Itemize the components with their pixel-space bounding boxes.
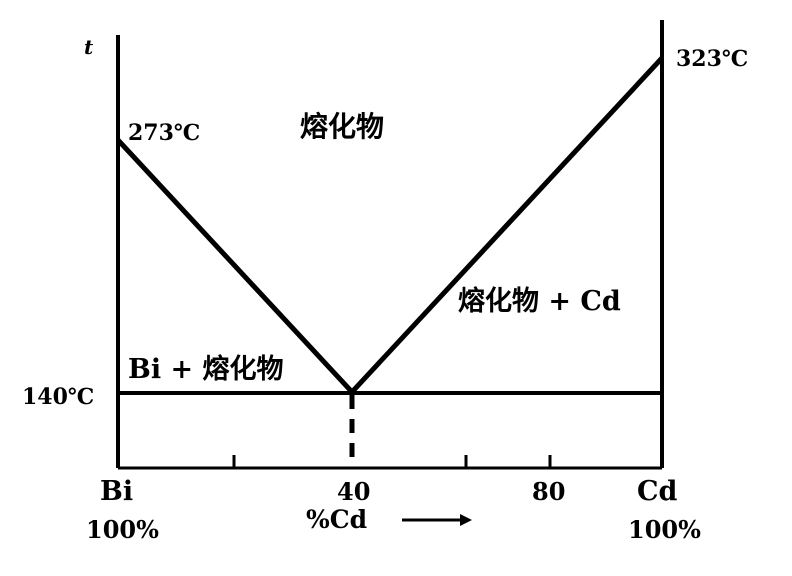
x-tick-40: 40 — [337, 477, 370, 506]
x-tick-80: 80 — [532, 477, 565, 506]
bi-plus-liquid-label: Bi + 熔化物 — [128, 353, 284, 385]
cd-melting-point-label: 323℃ — [676, 46, 748, 72]
liquid-plus-cd-label: 熔化物 + Cd — [458, 285, 621, 317]
bi-melting-point-label: 273℃ — [128, 120, 200, 146]
x-label-cd: Cd — [637, 476, 677, 507]
eutectic-temp-label: 140℃ — [22, 384, 94, 410]
cd-liquidus-line — [350, 56, 664, 394]
axis-symbol-t: t — [84, 35, 94, 59]
x-label-bi: Bi — [100, 476, 133, 507]
bi-liquidus-line — [116, 138, 354, 394]
x-axis-title: %Cd — [306, 505, 367, 534]
x-label-cd-percent: 100% — [628, 515, 701, 544]
x-label-bi-percent: 100% — [86, 515, 159, 544]
liquid-region-label: 熔化物 — [300, 110, 384, 143]
composition-arrow-icon — [402, 514, 472, 526]
